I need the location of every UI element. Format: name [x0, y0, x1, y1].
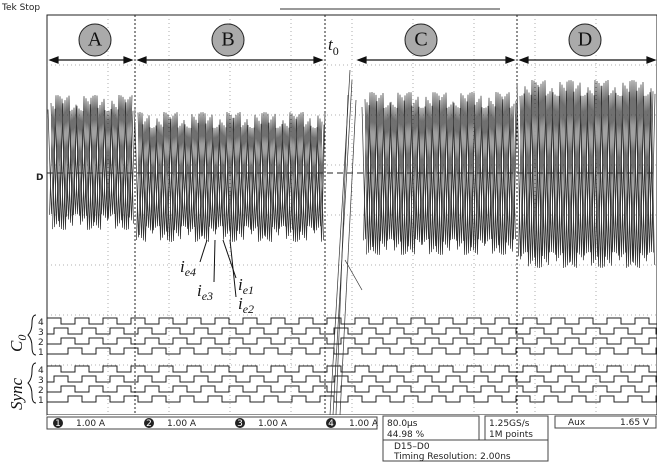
channel-number: 4: [328, 419, 334, 429]
section-label: B: [221, 29, 234, 51]
record-length: 1M points: [489, 430, 533, 440]
bus-level: 3: [38, 328, 44, 338]
bus-label: Sync: [7, 377, 26, 410]
bus-level: 2: [38, 338, 44, 348]
channel-number: 3: [237, 419, 243, 429]
bus-level: 1: [38, 396, 44, 406]
section-label: A: [88, 29, 103, 51]
channel-number: 1: [55, 419, 61, 429]
bus-level: 3: [38, 376, 44, 386]
bus-label: C0: [7, 335, 29, 352]
timebase: 80.0µs: [387, 419, 418, 429]
channel-scale: 1.00 A: [258, 419, 288, 429]
sample-rate: 1.25GS/s: [489, 419, 530, 429]
bus-level: 2: [38, 386, 44, 396]
bus-level: 4: [38, 366, 44, 376]
channel-scale: 1.00 A: [349, 419, 379, 429]
status: Tek Stop: [1, 3, 40, 13]
trigger-level: 1.65 V: [620, 418, 650, 428]
position: 44.98 %: [387, 430, 425, 440]
scope-screen: Tek Stop D ABCD t0 ie4 ie3 ie1 ie2 C0 Sy…: [0, 0, 657, 462]
channel-scale: 1.00 A: [76, 419, 106, 429]
brace: [28, 315, 36, 403]
level-marker: D: [36, 173, 43, 183]
section-label: D: [578, 29, 592, 51]
channel-scale: 1.00 A: [167, 419, 197, 429]
bus-level: 4: [38, 318, 44, 328]
channel-number: 2: [146, 419, 152, 429]
digital-channels: D15–D0: [394, 442, 430, 452]
bus-level: 1: [38, 348, 44, 358]
section-label: C: [414, 29, 427, 51]
trigger-source: Aux: [568, 418, 586, 428]
timing-resolution: Timing Resolution: 2.00ns: [393, 452, 511, 462]
